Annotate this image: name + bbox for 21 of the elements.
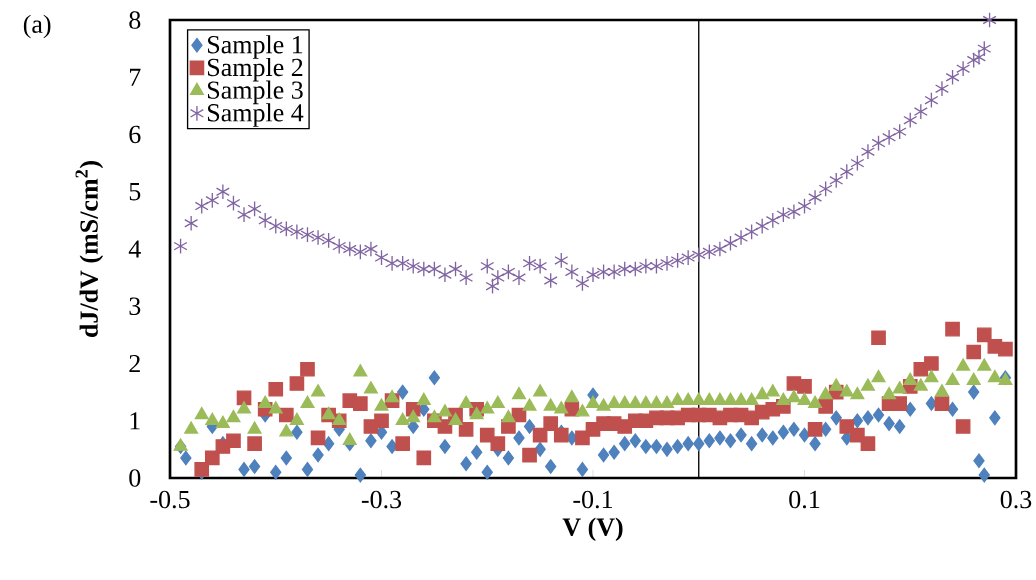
x-tick-label: 0.1 — [789, 490, 820, 509]
y-tick-label: 4 — [128, 240, 141, 258]
legend-label: Sample 1 — [208, 35, 303, 59]
y-tick-label: 1 — [130, 412, 140, 430]
x-tick-label: 0.3 — [1000, 490, 1032, 509]
y-axis-title: dJ/dV (mS/cm$^{2}$) — [75, 161, 104, 337]
x-tick-label: -0.3 — [361, 490, 402, 509]
legend-label: Sample 2 — [208, 57, 303, 82]
y-tick-label: 5 — [129, 183, 141, 201]
y-tick-label: 0 — [129, 469, 141, 487]
y-tick-label: 7 — [130, 68, 141, 86]
y-tick-label: 3 — [129, 297, 141, 315]
x-axis-title: V (V) — [562, 517, 623, 542]
y-tick-label: 6 — [129, 125, 141, 144]
text: (a) — [23, 14, 51, 39]
x-tick-label: -0.1 — [573, 490, 613, 509]
y-tick-label: 2 — [129, 354, 140, 373]
legend-label: Sample 4 — [208, 103, 304, 127]
y-tick-label: 8 — [129, 11, 141, 29]
legend-label: Sample 3 — [208, 80, 303, 105]
x-tick-label: -0.5 — [150, 490, 190, 509]
